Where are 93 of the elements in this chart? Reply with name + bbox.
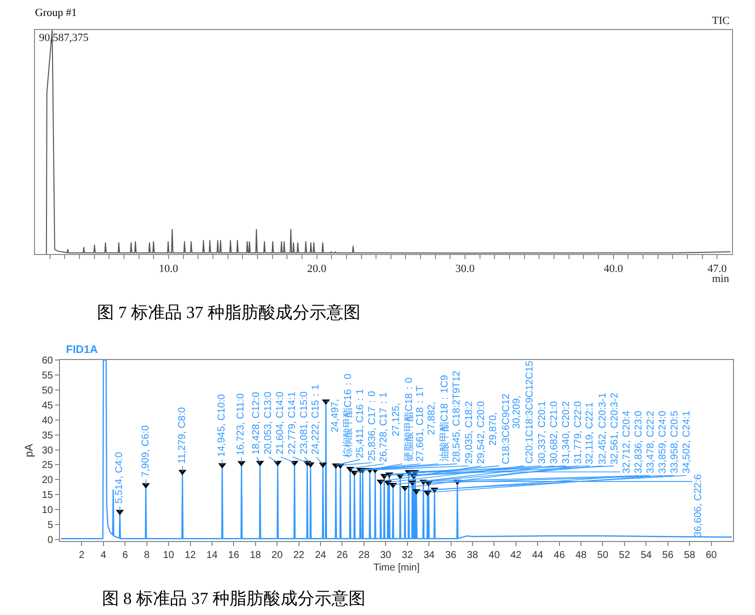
annotation: 32,836, C23:0	[633, 410, 644, 474]
annotation: 21,604, C14:0	[275, 391, 286, 454]
x-tick-label: 28	[358, 550, 370, 561]
chart-title: FID1A	[66, 344, 98, 356]
annotation: 7,909, C6:0	[140, 424, 152, 478]
x-tick-label: 40	[488, 550, 500, 561]
y-tick-label: 40	[42, 415, 54, 426]
annotation: 32,452, C20:3-1	[597, 392, 608, 464]
annotation: 29,870, C18:3C6C9C12	[488, 393, 512, 464]
y-tick-label: 15	[42, 490, 54, 502]
y-tick-label: 10	[42, 505, 54, 516]
annotation: 11,279, C8:0	[177, 406, 188, 464]
x-tick-label: 24	[314, 550, 327, 561]
x-tick-label: 56	[662, 550, 674, 561]
x-tick-label: 58	[684, 550, 696, 561]
y-tick-label: 35	[42, 430, 54, 442]
annotation: 30,209, C20:1C18:3C9C12C15	[512, 360, 536, 464]
x-tick-label: 47.0	[708, 263, 728, 276]
x-axis-title: min	[712, 273, 730, 285]
x-tick-label: 12	[184, 550, 196, 561]
y-tick-label: 0	[47, 535, 54, 546]
annotation: 34,502, C24:1	[681, 410, 692, 474]
x-tick-label: 10.0	[158, 263, 179, 276]
annotation: 24,497, 棕榈酸甲酯C16：0	[330, 373, 354, 458]
x-tick-label: 4	[100, 550, 107, 561]
annotation: 36,606, C22:6	[692, 474, 704, 538]
x-tick-label: 22	[293, 550, 305, 561]
x-tick-label: 36	[445, 550, 457, 561]
y-tick-label: 20	[42, 475, 54, 486]
x-tick-label: 10	[162, 550, 175, 561]
annotation: 32,712, C20:4	[621, 410, 632, 474]
annotation: 30,337, C20:1	[536, 400, 548, 464]
annotation: 27,661, C18：1T	[415, 385, 426, 462]
annotation: 32,561, C20:3-2	[609, 392, 620, 464]
x-tick-label: 32	[402, 550, 414, 561]
annotation: 33,958, C20:5	[669, 410, 680, 474]
x-tick-label: 18	[250, 550, 262, 561]
annotation: 18,428, C12:0	[251, 391, 262, 455]
annotation: 14,945, C10:0	[216, 394, 228, 457]
annotation: 25,836, C17：0	[366, 390, 378, 462]
x-tick-label: 38	[466, 550, 478, 561]
x-tick-label: 26	[336, 550, 348, 561]
x-tick-label: 34	[423, 550, 436, 561]
y-tick-label: 55	[42, 370, 54, 382]
annotation: 26,728, C17：1	[378, 392, 390, 462]
x-tick-label: 30.0	[455, 263, 476, 276]
annotation: 27,125, 硬脂酸甲酯C18：0	[390, 377, 415, 462]
annotation: 22,779, C14:1	[286, 391, 298, 454]
annotation: 31,340, C20:2	[560, 400, 572, 464]
x-tick-label: 42	[510, 550, 522, 561]
caption: 图 7 标准品 37 种脂肪酸成分示意图	[97, 303, 360, 322]
x-tick-label: 16	[228, 550, 240, 561]
annotation: 5,514, C4:0	[114, 452, 126, 504]
annotation: 25,411, C16：1	[354, 388, 366, 458]
x-tick-label: 6	[122, 550, 128, 561]
x-tick-label: 54	[640, 550, 652, 561]
annotation: 28,545, C18:2T9T12	[452, 370, 462, 462]
annotation: 32,119, C22:1	[584, 402, 596, 464]
y-tick-label: 50	[42, 385, 54, 396]
x-tick-label: 40.0	[604, 263, 624, 276]
annotation: 16,723, C11:0	[236, 392, 247, 456]
x-tick-label: 14	[206, 550, 218, 561]
x-tick-label: 20	[272, 550, 284, 561]
x-tick-label: 46	[554, 550, 566, 561]
annotation: 29,542, C20:0	[476, 400, 487, 464]
chart-title: Group #1	[35, 6, 77, 19]
annotation: 33,478, C22:2	[645, 410, 656, 474]
x-tick-label: 2	[78, 550, 85, 561]
y-tick-label: 45	[42, 400, 54, 412]
x-tick-label: 30	[380, 550, 392, 561]
annotation: 20,053, C13:0	[263, 391, 274, 455]
text: TIC	[712, 15, 730, 27]
annotation: 30,682, C21:0	[548, 400, 560, 464]
x-tick-label: 44	[532, 550, 544, 561]
y-tick-label: 60	[42, 356, 54, 366]
annotation: 24,222, C15：1	[310, 384, 322, 455]
annotation: 23,081, C15:0	[298, 390, 310, 454]
annotation: 27,882, 油酸甲酯C18：1C9	[426, 374, 451, 462]
x-tick-label: 20.0	[307, 263, 327, 276]
y-tick-label: 30	[42, 445, 54, 456]
x-axis-title: Time [min]	[373, 562, 420, 574]
x-tick-label: 8	[144, 550, 150, 561]
y-axis-title: pA	[24, 443, 36, 458]
annotation: 33,859, C24:0	[657, 410, 668, 474]
annotation: 31,779, C22:0	[572, 400, 584, 464]
caption: 图 8 标准品 37 种脂肪酸成分示意图	[102, 589, 366, 608]
y-tick-label: 25	[42, 460, 54, 472]
y-tick-label: 5	[47, 520, 54, 532]
x-tick-label: 50	[597, 550, 609, 561]
x-tick-label: 60	[706, 550, 718, 561]
annotation: 29,035, C18:2	[464, 400, 475, 464]
x-tick-label: 48	[575, 550, 588, 561]
x-tick-label: 52	[618, 550, 630, 561]
